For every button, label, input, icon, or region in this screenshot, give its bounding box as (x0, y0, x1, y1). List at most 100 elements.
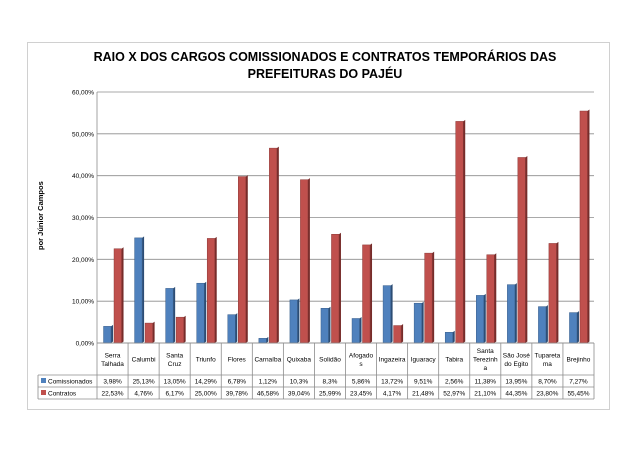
data-label-contratos: 21,48% (412, 390, 434, 397)
y-tick-label: 30,00% (72, 215, 94, 222)
category-label-line: Ingazeira (379, 357, 406, 364)
data-label-comissionados: 2,56% (445, 378, 464, 385)
bar-comissionados-2 (134, 237, 143, 344)
bar-comissionados-7 (289, 299, 298, 344)
bar-side (214, 236, 217, 343)
bar-comissionados-15 (538, 306, 547, 344)
data-label-comissionados: 8,3% (323, 378, 338, 385)
bar-contratos-2 (144, 322, 153, 344)
bar-side (204, 281, 207, 343)
category-label-line: Serra (105, 352, 121, 359)
bar-side (152, 321, 155, 343)
data-label-comissionados: 8,70% (538, 378, 557, 385)
bar-comissionados-12 (444, 332, 453, 344)
bar-comissionados-13 (476, 295, 485, 344)
bar-side (266, 336, 269, 343)
category-label-line: do Egito (504, 361, 528, 368)
data-label-comissionados: 13,95% (505, 378, 527, 385)
data-label-comissionados: 5,86% (352, 378, 371, 385)
bar-side (307, 178, 310, 343)
bar-comissionados-4 (196, 282, 205, 344)
data-label-comissionados: 14,29% (195, 378, 217, 385)
bar-side (370, 243, 373, 343)
data-label-contratos: 23,45% (350, 390, 372, 397)
bar-comissionados-11 (413, 302, 422, 344)
bar-contratos-11 (424, 252, 433, 344)
bar-side (514, 283, 517, 343)
data-label-comissionados: 6,78% (228, 378, 247, 385)
legend-swatch-contratos (41, 390, 46, 395)
category-label: Calumbi (132, 357, 156, 364)
data-label-contratos: 39,78% (226, 390, 248, 397)
bar-side (235, 313, 238, 343)
bar-contratos-6 (269, 147, 278, 344)
bar-comissionados-5 (227, 314, 236, 344)
category-label-line: Tupareta (535, 352, 561, 359)
data-label-comissionados: 13,72% (381, 378, 403, 385)
data-label-contratos: 23,80% (536, 390, 558, 397)
category-label: Tabira (445, 357, 463, 364)
legend-label-contratos: Contratos (48, 390, 77, 397)
data-table: Serra Talhada Calumbi Santa Cruz Triunfo Flore… (37, 342, 595, 400)
category-label: Santa Terezinh a (473, 348, 498, 372)
y-tick-label: 0,00% (76, 341, 95, 348)
category-label-line: Calumbi (132, 357, 156, 364)
bar-side (390, 284, 393, 343)
category-label: Solidão (319, 357, 341, 364)
bar-side (121, 247, 124, 343)
bar-comissionados-14 (507, 284, 516, 344)
category-label: Santa Cruz (166, 352, 183, 368)
data-label-contratos: 25,99% (319, 390, 341, 397)
bars (103, 109, 590, 344)
bar-contratos-10 (393, 325, 402, 344)
bar-contratos-13 (486, 254, 495, 344)
category-label: Serra Talhada (101, 352, 124, 368)
data-label-contratos: 21,10% (474, 390, 496, 397)
category-label-line: Iguaracy (411, 357, 437, 364)
category-label-line: Santa (477, 348, 494, 355)
data-label-contratos: 4,17% (383, 390, 402, 397)
bar-side (483, 293, 486, 343)
category-label: Flores (228, 357, 247, 364)
y-tick-label: 10,00% (72, 299, 94, 306)
bar-side (463, 119, 466, 343)
y-tick-label: 40,00% (72, 173, 94, 180)
category-label-line: Santa (166, 352, 183, 359)
bar-contratos-15 (548, 243, 557, 344)
bar-side (142, 236, 145, 343)
data-label-contratos: 39,04% (288, 390, 310, 397)
bar-contratos-14 (517, 157, 526, 344)
bar-contratos-7 (300, 179, 309, 344)
bar-side (556, 241, 559, 343)
category-label-line: Triunfo (196, 357, 216, 364)
category-label: Tupareta ma (535, 352, 561, 368)
bar-contratos-1 (113, 248, 122, 344)
bar-comissionados-1 (103, 326, 112, 344)
data-label-comissionados: 7,27% (569, 378, 588, 385)
bar-side (359, 316, 362, 343)
data-label-comissionados: 9,51% (414, 378, 433, 385)
bar-side (297, 298, 300, 343)
bar-contratos-12 (455, 121, 464, 344)
bar-side (421, 301, 424, 343)
bar-comissionados-8 (320, 308, 329, 344)
category-label-line: Flores (228, 357, 247, 364)
category-label: Quixaba (287, 357, 312, 364)
chart-frame (27, 42, 610, 410)
data-label-comissionados: 3,98% (103, 378, 122, 385)
bar-contratos-5 (238, 176, 247, 344)
bar-comissionados-9 (351, 318, 360, 344)
data-label-contratos: 6,17% (165, 390, 184, 397)
bar-side (276, 146, 279, 343)
bar-contratos-16 (579, 110, 588, 344)
bar-side (173, 286, 176, 343)
bar-side (432, 251, 435, 343)
y-tick-label: 60,00% (72, 90, 94, 97)
category-label: Carnaíba (254, 357, 281, 364)
y-tick-label: 20,00% (72, 257, 94, 264)
bar-side (401, 324, 404, 343)
bar-side (245, 175, 248, 343)
category-label: Ingazeira (379, 357, 406, 364)
category-label: Triunfo (196, 357, 216, 364)
